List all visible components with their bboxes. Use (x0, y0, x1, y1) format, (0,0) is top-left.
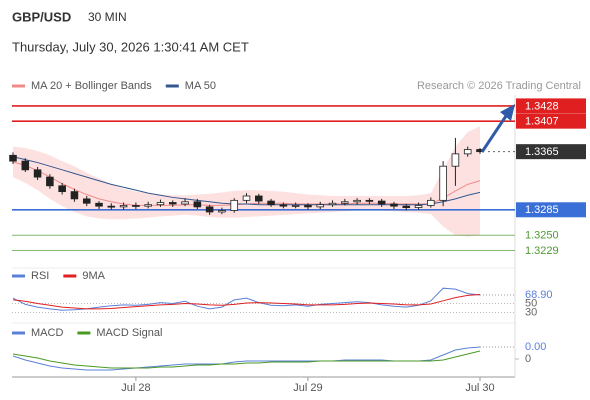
x-tick-label: Jul 28 (121, 382, 150, 394)
legend-label: MA 50 (185, 80, 216, 92)
plot-layer: 1.3428 1.3407 1.3365 1.3285 1.3250 1.3229 MA 2… (9, 80, 586, 394)
candle-body (9, 154, 17, 162)
legend-label: 9MA (82, 270, 105, 282)
datetime: Thursday, July 30, 2026 1:30:41 AM CET (12, 39, 249, 54)
candle-body (365, 199, 374, 202)
candle-body (463, 149, 472, 155)
legend-label: RSI (31, 270, 49, 282)
price-label: 1.3250 (525, 230, 559, 242)
symbol: GBP/USD (12, 9, 71, 24)
candle-body (181, 201, 189, 205)
candle-body (119, 205, 128, 208)
candle-body (291, 205, 300, 207)
price-label-box (516, 98, 586, 114)
price-label-box (516, 202, 586, 218)
indicator-line (12, 350, 481, 369)
legend-label: MACD (31, 327, 63, 339)
indicator-line (12, 294, 481, 310)
candle-body (46, 176, 54, 187)
candle-body (144, 204, 152, 207)
candle-body (402, 205, 411, 209)
price-label: 1.3229 (525, 245, 559, 257)
y-tick-label: 0 (525, 353, 531, 365)
x-tick-label: Jul 30 (465, 382, 494, 394)
y-tick-label: 30 (525, 306, 537, 318)
candle-body (390, 203, 398, 207)
candle-body (341, 201, 349, 204)
copyright: Research © 2026 Trading Central (417, 80, 581, 92)
candle-body (70, 191, 79, 200)
candle-body (328, 202, 337, 206)
candle-body (353, 199, 361, 203)
price-label: 1.3285 (525, 204, 559, 216)
last-value-label: 0.00 (525, 341, 546, 353)
candle-body (230, 199, 238, 211)
candle-body (95, 202, 103, 207)
candle-body (377, 200, 386, 205)
candle-body (156, 202, 165, 206)
candle-body (267, 200, 275, 206)
price-label: 1.3407 (525, 116, 559, 128)
legend-label: MACD Signal (96, 327, 162, 339)
price-label-box (516, 144, 586, 160)
forecast-arrow (480, 115, 508, 153)
candle-body (132, 205, 140, 207)
candle-body (107, 205, 116, 208)
candle-body (242, 195, 251, 201)
candle-body (218, 210, 226, 213)
timeframe: 30 MIN (88, 10, 127, 24)
candle-body (414, 205, 423, 209)
price-label: 1.3365 (525, 146, 559, 158)
indicator-line (12, 287, 481, 311)
y-tick-label: 50 (525, 297, 537, 309)
forecast-arrowhead (500, 104, 515, 121)
legend-label: MA 20 + Bollinger Bands (31, 80, 152, 92)
candle-body (427, 199, 435, 206)
candle-body (279, 204, 288, 207)
candle-body (33, 169, 42, 178)
candle-body (168, 202, 177, 205)
candle-body (451, 153, 460, 167)
last-value-label: 68.90 (525, 289, 553, 301)
candle-body (82, 198, 91, 204)
candle-body (21, 160, 30, 171)
candle-body (58, 185, 66, 193)
price-label-box (516, 113, 586, 129)
price-label: 1.3428 (525, 100, 559, 112)
x-tick-label: Jul 29 (293, 382, 322, 394)
candle-body (304, 205, 312, 208)
candle-body (255, 195, 263, 202)
candle-body (193, 201, 202, 208)
candle-body (205, 206, 214, 213)
moving-average (12, 156, 481, 206)
candle-body (439, 165, 447, 201)
candle-body (316, 204, 325, 208)
